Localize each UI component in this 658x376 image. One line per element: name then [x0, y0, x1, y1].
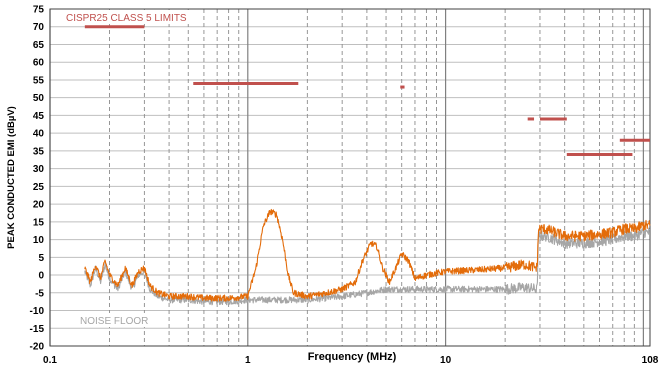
y-tick-label: 10 [33, 235, 45, 246]
y-axis-title: PEAK CONDUCTED EMI (dBµV) [6, 106, 17, 249]
y-tick-label: 65 [33, 40, 45, 51]
annotation-bg [60, 10, 200, 24]
y-tick-label: 30 [33, 164, 45, 175]
y-tick-label: 35 [33, 146, 45, 157]
y-tick-label: 60 [33, 58, 45, 69]
y-tick-label: -20 [30, 342, 45, 353]
y-tick-label: 70 [33, 22, 45, 33]
plot-area [50, 9, 650, 346]
x-tick-label: 10 [440, 355, 452, 366]
x-axis-title: Frequency (MHz) [308, 351, 397, 363]
x-tick-label: 0.1 [43, 355, 57, 366]
y-tick-label: 50 [33, 93, 45, 104]
y-tick-label: 5 [38, 253, 44, 264]
y-tick-label: -10 [30, 306, 45, 317]
y-tick-label: 45 [33, 111, 45, 122]
y-tick-label: 40 [33, 129, 45, 140]
y-tick-label: 55 [33, 75, 45, 86]
y-tick-label: -15 [30, 324, 45, 335]
x-tick-label: 1 [245, 355, 251, 366]
x-tick-label: 108 [642, 355, 658, 366]
y-tick-label: 0 [38, 271, 44, 282]
noise-floor-series [84, 227, 651, 306]
annotation-limits-label: CISPR25 CLASS 5 LIMITS [66, 13, 187, 24]
y-tick-label: 15 [33, 217, 45, 228]
y-tick-label: -5 [35, 288, 44, 299]
annotation-noise-floor-label: NOISE FLOOR [80, 316, 148, 327]
y-tick-label: 20 [33, 200, 45, 211]
emi-series [84, 208, 651, 302]
plot-frame [49, 8, 651, 347]
annotation-bg [75, 313, 159, 327]
y-tick-label: 25 [33, 182, 45, 193]
y-tick-label: 75 [33, 5, 45, 16]
